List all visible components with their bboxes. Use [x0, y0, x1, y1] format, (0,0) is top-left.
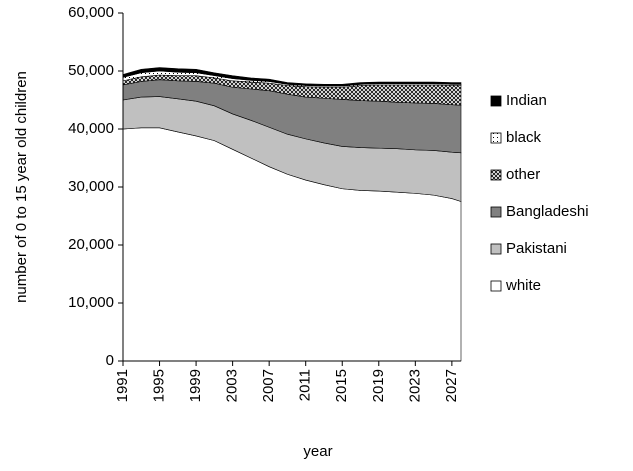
x-tick-label: 2015: [333, 369, 350, 402]
x-tick-label: 2027: [443, 369, 460, 402]
y-tick-label: 0: [106, 352, 114, 369]
legend-label: Pakistani: [506, 240, 567, 257]
y-tick-label: 30,000: [68, 178, 114, 195]
x-axis-label: year: [303, 443, 332, 460]
x-tick-label: 2023: [406, 369, 423, 402]
legend-label: black: [506, 129, 542, 146]
x-tick-label: 2011: [297, 369, 314, 401]
x-tick-label: 2007: [260, 369, 277, 402]
y-tick-label: 20,000: [68, 236, 114, 253]
legend-label: other: [506, 166, 540, 183]
area: [122, 67, 462, 87]
legend-swatch: [490, 280, 502, 292]
x-tick-label: 1991: [114, 369, 131, 402]
legend-swatch: [490, 243, 502, 255]
x-tick-label: 1999: [187, 369, 204, 402]
legend-swatch: [490, 169, 502, 181]
x-tick-label: 1995: [151, 369, 168, 402]
legend-label: Indian: [506, 92, 547, 109]
x-tick-label: 2019: [370, 369, 387, 402]
legend-label: white: [505, 277, 541, 294]
y-tick-label: 10,000: [68, 294, 114, 311]
legend-swatch: [490, 95, 502, 107]
y-tick-label: 60,000: [68, 4, 114, 21]
legend-label: Bangladeshi: [506, 203, 589, 220]
legend-swatch: [490, 132, 502, 144]
y-axis-label: number of 0 to 15 year old children: [13, 71, 30, 303]
y-tick-label: 50,000: [68, 62, 114, 79]
legend-swatch: [490, 206, 502, 218]
y-tick-label: 40,000: [68, 120, 114, 137]
x-tick-label: 2003: [224, 369, 241, 402]
